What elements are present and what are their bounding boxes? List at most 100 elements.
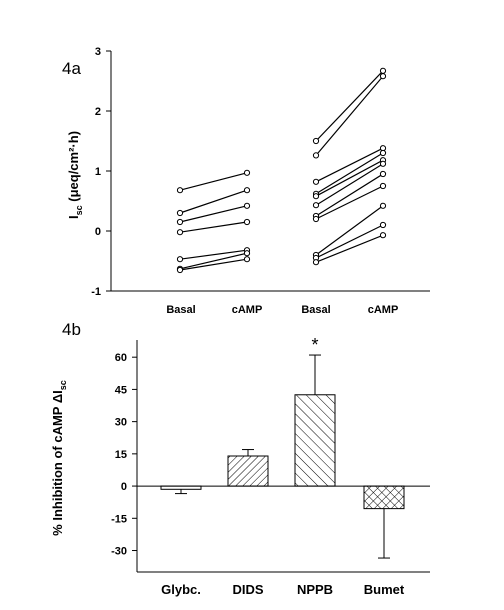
panel-label-4a: 4a: [62, 59, 81, 78]
panel-4a: 4a -1 0 1 2 3 Basal cAMP Basal cAMP Isc (μeq/cm…: [62, 46, 430, 316]
series-line: [179, 189, 248, 214]
y-axis-label-4a: Isc (μeq/cm²·h): [66, 131, 84, 219]
bar-group: [160, 485, 202, 495]
series-line: [315, 152, 384, 195]
x-tick-label: Glybc.: [161, 582, 201, 597]
bar-group: [227, 449, 269, 487]
data-point: [379, 202, 387, 209]
y-label-sub: sc: [74, 205, 84, 215]
bar: [227, 455, 269, 487]
series-line: [315, 185, 384, 220]
series-lines-4a: [176, 67, 387, 274]
panel-label-4b: 4b: [62, 320, 81, 339]
data-point: [243, 256, 251, 263]
x-tick-label: Basal: [301, 304, 330, 316]
data-point: [176, 266, 184, 274]
data-point: [243, 250, 251, 257]
paired-series: [312, 232, 387, 266]
data-point: [379, 73, 387, 80]
y-tick-label: -30: [111, 546, 127, 558]
series-line: [315, 70, 384, 142]
paired-series: [312, 160, 387, 209]
y-axis-label-4b: % Inhibition of cAMP ΔIsc: [50, 380, 68, 536]
x-tick-label: cAMP: [232, 304, 263, 316]
paired-series: [312, 73, 387, 159]
y-tick-label: 2: [95, 106, 101, 118]
x-tick-label: Bumet: [364, 582, 405, 597]
data-point: [379, 182, 387, 190]
data-point: [312, 193, 320, 200]
bar-group: [294, 354, 336, 487]
series-line: [179, 258, 248, 271]
data-point: [312, 259, 320, 266]
y-tick-label: 3: [95, 46, 101, 58]
paired-series: [312, 182, 387, 223]
series-line: [315, 159, 384, 197]
panel-4b: 4b -30 -15 0 15 30 45 60 * Glybc. DIDS NPPB Bumet…: [50, 320, 430, 597]
x-tick-label: Basal: [166, 304, 195, 316]
series-line: [179, 221, 248, 233]
y-label-sub: sc: [58, 380, 68, 390]
series-line: [179, 249, 248, 260]
series-line: [315, 173, 384, 217]
paired-series: [176, 169, 251, 194]
series-line: [315, 75, 384, 156]
series-line: [315, 224, 384, 259]
significance-marker: *: [311, 335, 318, 355]
paired-series: [176, 202, 251, 226]
y-label-main: I: [66, 215, 81, 219]
bar-group: [363, 485, 405, 559]
series-line: [315, 234, 384, 263]
series-line: [179, 172, 248, 191]
series-line: [179, 205, 248, 223]
y-tick-label: 15: [115, 449, 127, 461]
data-point: [176, 229, 184, 236]
x-axis-4b: Glybc. DIDS NPPB Bumet: [137, 485, 430, 597]
bars-4b: *: [160, 335, 405, 559]
paired-series: [312, 221, 387, 262]
data-point: [379, 232, 387, 239]
data-point: [176, 218, 184, 226]
y-tick-label: 60: [115, 352, 127, 364]
y-tick-label: 1: [95, 166, 101, 178]
x-axis-4a: Basal cAMP Basal cAMP: [111, 290, 430, 316]
data-point: [379, 67, 387, 74]
y-tick-label: -1: [91, 286, 101, 298]
data-point: [312, 178, 320, 185]
data-point: [176, 256, 184, 263]
paired-series: [176, 187, 251, 217]
data-point: [379, 170, 387, 178]
data-point: [312, 152, 320, 159]
data-point: [243, 218, 251, 226]
data-point: [243, 169, 251, 176]
data-point: [176, 209, 184, 217]
paired-series: [176, 256, 251, 274]
data-point: [243, 202, 251, 209]
data-point: [379, 149, 387, 157]
y-tick-label: 30: [115, 417, 127, 429]
x-tick-label: cAMP: [368, 304, 399, 316]
y-label-main: % Inhibition of cAMP ΔI: [50, 390, 65, 536]
x-tick-label: DIDS: [232, 582, 263, 597]
data-point: [379, 221, 387, 229]
bar: [363, 485, 405, 510]
y-tick-label: -15: [111, 513, 127, 525]
series-line: [179, 252, 248, 270]
x-tick-label: NPPB: [297, 582, 333, 597]
series-line: [315, 205, 384, 256]
data-point: [312, 137, 320, 145]
y-label-rest: (μeq/cm²·h): [66, 131, 81, 205]
series-line: [315, 147, 384, 183]
y-tick-label: 45: [115, 384, 127, 396]
series-line: [315, 163, 384, 206]
data-point: [176, 187, 184, 194]
data-point: [243, 187, 251, 194]
data-point: [379, 160, 387, 167]
data-point: [312, 202, 320, 209]
y-tick-label: 0: [95, 226, 101, 238]
data-point: [312, 215, 320, 223]
y-axis-4a: -1 0 1 2 3: [91, 46, 112, 298]
bar: [294, 394, 336, 487]
y-tick-label: 0: [121, 481, 127, 493]
